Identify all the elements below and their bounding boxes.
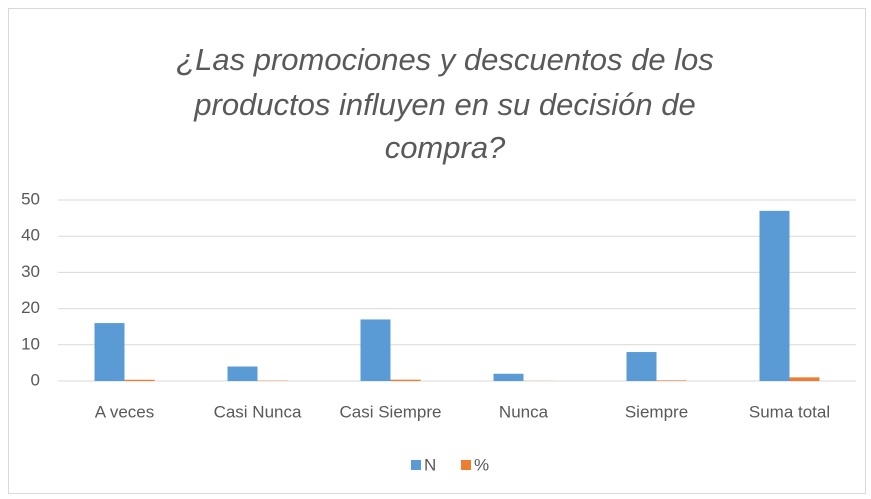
legend-swatch	[411, 460, 421, 470]
y-tick-label: 40	[21, 226, 40, 245]
bar	[656, 380, 687, 381]
chart-title: ¿Las promociones y descuentos de los	[176, 42, 714, 77]
legend-label: %	[474, 455, 489, 474]
x-tick-label: Siempre	[625, 402, 688, 421]
y-tick-label: 30	[21, 262, 40, 281]
y-tick-label: 0	[31, 370, 40, 389]
chart-border	[8, 8, 866, 494]
chart-title: productos influyen en su decisión de	[193, 87, 696, 122]
x-tick-label: A veces	[95, 402, 155, 421]
bar	[94, 323, 125, 381]
y-tick-label: 20	[21, 298, 40, 317]
y-tick-label: 10	[21, 334, 40, 353]
x-tick-label: Suma total	[749, 402, 830, 421]
bar	[493, 373, 524, 381]
x-tick-label: Nunca	[499, 402, 549, 421]
bar	[390, 379, 421, 381]
bar	[227, 366, 258, 381]
x-tick-label: Casi Nunca	[214, 402, 302, 421]
bar	[789, 377, 820, 381]
chart-title: compra?	[385, 130, 506, 165]
x-tick-label: Casi Siempre	[339, 402, 441, 421]
bar	[759, 210, 790, 381]
legend-swatch	[461, 460, 471, 470]
legend-label: N	[424, 455, 436, 474]
bar	[360, 319, 391, 381]
bar	[124, 379, 155, 381]
y-tick-label: 50	[21, 189, 40, 208]
bar	[626, 352, 657, 381]
